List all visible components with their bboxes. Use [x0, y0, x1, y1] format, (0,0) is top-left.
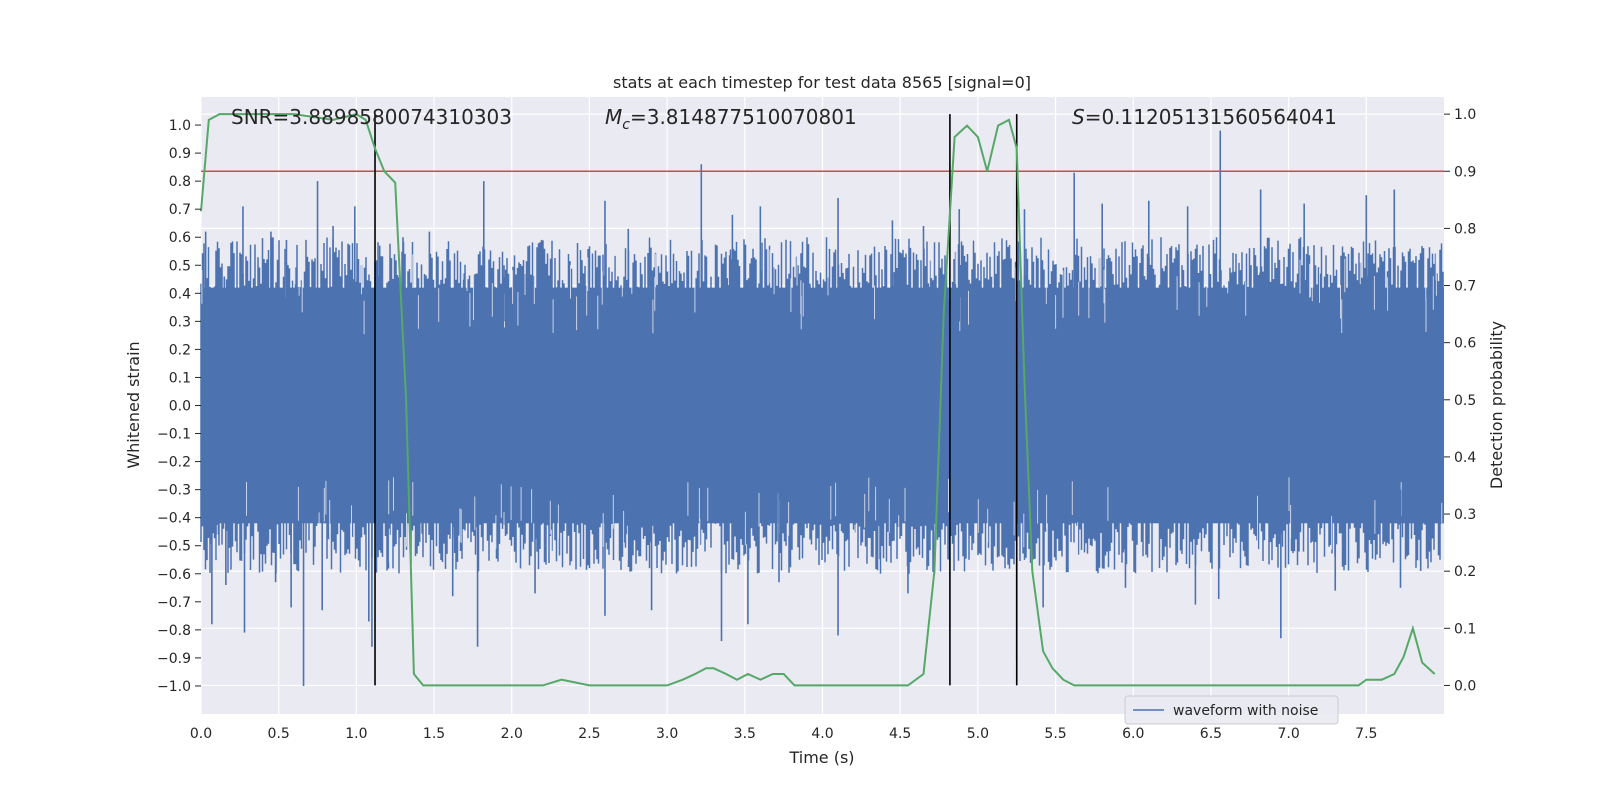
chart-title: stats at each timestep for test data 856…	[613, 73, 1031, 92]
y-left-tick-label: 0.3	[169, 314, 191, 330]
y-right-tick-label: 1.0	[1454, 107, 1476, 123]
y-left-tick-label: 0.1	[169, 370, 191, 386]
chirp-mass-symbol: M	[605, 105, 622, 129]
y-ticks-right: 1.0 0.9 0.8 0.7 0.6 0.5 0.4 0.3 0.2 0.1 0.0	[1444, 107, 1476, 694]
y-right-tick-label: 0.0	[1454, 678, 1476, 694]
waveform-noise-envelope	[200, 237, 1444, 574]
s-value: =0.11205131560564041	[1085, 105, 1337, 129]
snr-annotation: SNR=3.8898580074310303	[231, 105, 512, 129]
y-left-tick-label: −0.1	[157, 427, 191, 443]
legend-label: waveform with noise	[1173, 703, 1318, 719]
x-tick-label: 6.5	[1200, 726, 1222, 742]
y-left-tick-label: −0.5	[157, 539, 191, 555]
x-tick-label: 2.0	[501, 726, 523, 742]
y-right-tick-label: 0.2	[1454, 564, 1476, 580]
y-left-tick-label: 0.9	[169, 146, 191, 162]
x-tick-label: 5.5	[1044, 726, 1066, 742]
x-tick-label: 1.5	[423, 726, 445, 742]
x-tick-label: 4.5	[889, 726, 911, 742]
x-tick-label: 0.5	[268, 726, 290, 742]
legend-box	[1124, 695, 1339, 725]
y-left-tick-label: −0.6	[157, 567, 191, 583]
x-tick-label: 6.0	[1122, 726, 1144, 742]
y-axis-label-left: Whitened strain	[124, 341, 143, 468]
overlays	[200, 113, 1444, 687]
y-left-tick-label: −0.8	[157, 623, 191, 639]
chirp-mass-annotation: Mc=3.814877510070801	[605, 105, 857, 133]
s-symbol: S	[1072, 105, 1085, 129]
y-left-tick-label: 0.2	[169, 342, 191, 358]
x-tick-label: 2.5	[578, 726, 600, 742]
y-left-tick-label: −0.2	[157, 455, 191, 471]
x-tick-label: 3.0	[656, 726, 678, 742]
s-annotation: S=0.11205131560564041	[1072, 105, 1337, 129]
detection-probability-line	[200, 113, 1436, 687]
x-tick-label: 7.5	[1355, 726, 1377, 742]
x-tick-label: 1.0	[345, 726, 367, 742]
y-left-tick-label: −0.9	[157, 651, 191, 667]
x-ticks: 0.0 0.5 1.0 1.5 2.0 2.5 3.0 3.5 4.0 4.5 5.0 5.5 6.0 6…	[190, 726, 1378, 742]
y-axis-label-right: Detection probability	[1487, 321, 1506, 489]
y-left-tick-label: 0.6	[169, 230, 191, 246]
y-left-tick-label: 0.0	[169, 399, 191, 415]
y-right-tick-label: 0.4	[1454, 450, 1476, 466]
y-left-tick-label: 0.5	[169, 258, 191, 274]
y-right-tick-label: 0.8	[1454, 221, 1476, 237]
waveform-gaps	[201, 246, 1445, 564]
y-right-tick-label: 0.5	[1454, 393, 1476, 409]
y-left-tick-label: 0.4	[169, 286, 191, 302]
legend: waveform with noise	[1124, 695, 1339, 725]
y-right-tick-label: 0.3	[1454, 507, 1476, 523]
chirp-mass-subscript: c	[622, 117, 630, 133]
y-right-tick-label: 0.6	[1454, 336, 1476, 352]
y-left-tick-label: −0.3	[157, 483, 191, 499]
y-right-tick-label: 0.1	[1454, 621, 1476, 637]
y-right-tick-label: 0.7	[1454, 279, 1476, 295]
y-left-tick-label: −0.7	[157, 595, 191, 611]
y-left-tick-label: −1.0	[157, 679, 191, 695]
x-tick-label: 5.0	[967, 726, 989, 742]
y-left-tick-label: −0.4	[157, 511, 191, 527]
y-ticks-left: 1.0 0.9 0.8 0.7 0.6 0.5 0.4 0.3 0.2 0.1 0.0 −0.1 −0.…	[157, 118, 201, 695]
y-right-tick-label: 0.9	[1454, 164, 1476, 180]
x-tick-label: 4.0	[811, 726, 833, 742]
y-left-tick-label: 1.0	[169, 118, 191, 134]
x-tick-label: 3.5	[734, 726, 756, 742]
y-left-tick-label: 0.8	[169, 174, 191, 190]
y-left-tick-label: 0.7	[169, 202, 191, 218]
chirp-mass-value: =3.814877510070801	[630, 105, 857, 129]
x-tick-label: 0.0	[190, 726, 212, 742]
x-tick-label: 7.0	[1277, 726, 1299, 742]
x-axis-label: Time (s)	[788, 748, 854, 767]
